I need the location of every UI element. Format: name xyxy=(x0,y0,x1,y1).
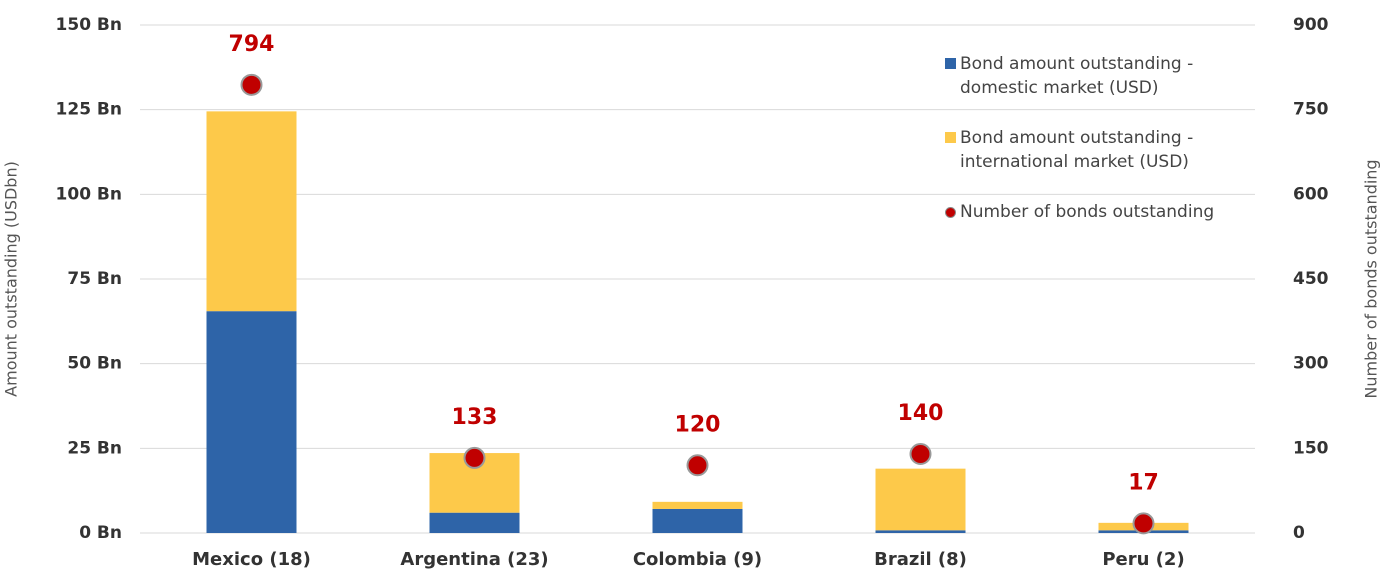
bond-count-dot xyxy=(909,442,932,465)
legend-label: Bond amount outstanding - domestic marke… xyxy=(960,54,1194,98)
bar-segment xyxy=(206,311,297,533)
bond-count-dot xyxy=(686,454,709,477)
y-tick-label: 125 Bn xyxy=(56,100,122,120)
y-axis-title: Amount outstanding (USDbn) xyxy=(2,161,21,397)
y2-tick-label: 900 xyxy=(1293,15,1329,35)
bar-segment xyxy=(875,530,966,533)
y2-tick-label: 0 xyxy=(1293,523,1305,543)
y-tick-label: 0 Bn xyxy=(79,523,122,543)
data-label: 133 xyxy=(452,405,498,430)
y-tick-label: 75 Bn xyxy=(67,269,122,289)
bar-segment xyxy=(652,508,743,533)
y2-tick-label: 450 xyxy=(1293,269,1329,289)
legend-item: Bond amount outstanding - domestic marke… xyxy=(945,52,1245,100)
bar-segment xyxy=(875,468,966,531)
data-label: 120 xyxy=(675,412,721,437)
data-label: 17 xyxy=(1128,470,1159,495)
y-tick-label: 100 Bn xyxy=(56,184,122,204)
legend-item: Bond amount outstanding - international … xyxy=(945,126,1245,174)
data-label: 140 xyxy=(898,401,944,426)
bond-count-dot xyxy=(240,73,263,96)
legend: Bond amount outstanding - domestic marke… xyxy=(945,52,1245,250)
data-label: 794 xyxy=(229,32,275,57)
legend-swatch xyxy=(945,132,956,143)
legend-swatch xyxy=(945,58,956,69)
legend-label: Number of bonds outstanding xyxy=(960,202,1215,222)
y-tick-label: 150 Bn xyxy=(56,15,122,35)
bond-count-dot xyxy=(1132,512,1155,535)
y2-tick-label: 300 xyxy=(1293,354,1329,374)
legend-label: Bond amount outstanding - international … xyxy=(960,128,1194,172)
y2-axis-title: Number of bonds outstanding xyxy=(1362,159,1381,398)
y2-tick-label: 750 xyxy=(1293,100,1329,120)
x-tick-label: Brazil (8) xyxy=(874,549,967,570)
bond-count-dot xyxy=(463,446,486,469)
bar-segment xyxy=(429,512,520,533)
y-tick-label: 50 Bn xyxy=(67,354,122,374)
y-tick-label: 25 Bn xyxy=(67,438,122,458)
y2-tick-label: 600 xyxy=(1293,184,1329,204)
legend-swatch xyxy=(945,207,956,218)
x-tick-label: Argentina (23) xyxy=(400,549,548,570)
x-tick-label: Mexico (18) xyxy=(192,549,311,570)
x-tick-label: Peru (2) xyxy=(1102,549,1184,570)
legend-item: Number of bonds outstanding xyxy=(945,200,1245,224)
bar-segment xyxy=(206,111,297,312)
x-tick-label: Colombia (9) xyxy=(633,549,762,570)
bar-segment xyxy=(652,501,743,509)
y2-tick-label: 150 xyxy=(1293,438,1329,458)
